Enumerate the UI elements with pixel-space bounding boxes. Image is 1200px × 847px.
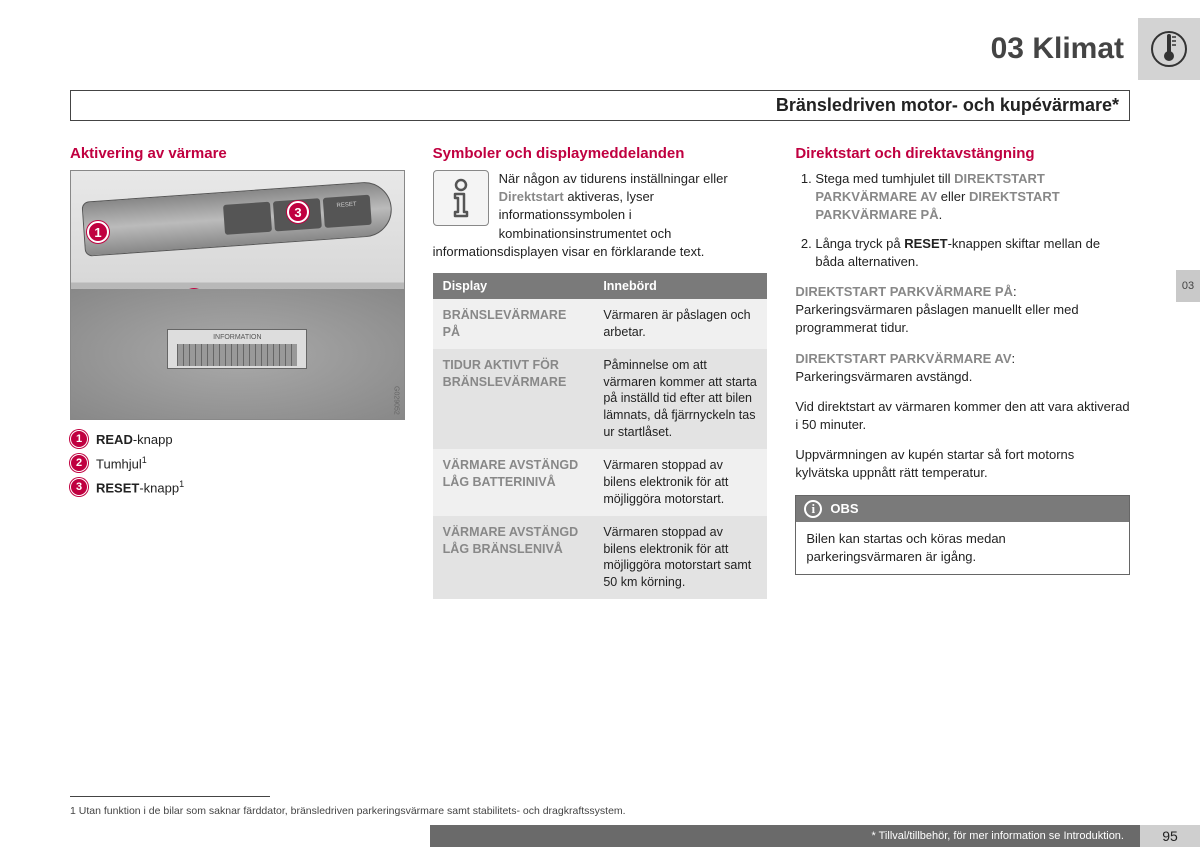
display-panel-illustration: INFORMATION [167, 329, 307, 369]
info-icon [433, 170, 489, 226]
steps-list: Stega med tumhjulet till DIREKTSTART PAR… [795, 170, 1130, 271]
legend-item-2: 2 Tumhjul1 [70, 454, 405, 472]
obs-header: i OBS [796, 496, 1129, 522]
col3-heading: Direktstart och direktavstängning [795, 145, 1130, 162]
manual-page: 03 Klimat Bränsledriven motor- och kupév… [0, 0, 1200, 847]
section-title: Bränsledriven motor- och kupévärmare* [70, 90, 1130, 121]
table-header-display: Display [433, 273, 594, 299]
page-number: 95 [1140, 825, 1200, 847]
content-columns: Aktivering av värmare INFO RESET 1 2 3 I… [70, 145, 1130, 777]
chapter-header: 03 Klimat [991, 18, 1200, 80]
dashboard-illustration: INFORMATION [71, 289, 404, 419]
footnote-separator [70, 796, 270, 797]
lever-illustration: INFO RESET [81, 180, 393, 256]
column-1: Aktivering av värmare INFO RESET 1 2 3 I… [70, 145, 405, 777]
col1-heading: Aktivering av värmare [70, 145, 405, 162]
table-header-meaning: Innebörd [593, 273, 767, 299]
step-2: Långa tryck på RESET-knappen skiftar mel… [815, 235, 1130, 271]
table-row: TIDUR AKTIVT FÖR BRÄNSLEVÄRMARE Påminnel… [433, 349, 768, 449]
obs-note-box: i OBS Bilen kan startas och köras medan … [795, 495, 1130, 575]
obs-body: Bilen kan startas och köras medan parker… [796, 522, 1129, 574]
image-code: G029052 [393, 386, 400, 415]
side-tab: 03 [1176, 270, 1200, 302]
column-2: Symboler och displaymeddelanden När någo… [433, 145, 768, 777]
table-row: VÄRMARE AVSTÄNGD LÅG BATTERINIVÅ Värmare… [433, 449, 768, 516]
control-stalk-figure: INFO RESET 1 2 3 INFORMATION G029052 [70, 170, 405, 420]
display-messages-table: Display Innebörd BRÄNSLEVÄRMARE PÅ Värma… [433, 273, 768, 599]
col2-heading: Symboler och displaymeddelanden [433, 145, 768, 162]
col3-para-1: DIREKTSTART PARKVÄRMARE PÅ: Parkeringsvä… [795, 283, 1130, 338]
footer-text: * Tillval/tillbehör, för mer information… [871, 830, 1140, 842]
table-row: VÄRMARE AVSTÄNGD LÅG BRÄNSLENIVÅ Värmare… [433, 516, 768, 600]
callout-3: 3 [287, 201, 309, 223]
legend-list: 1 READ-knapp 2 Tumhjul1 3 RESET-knapp1 [70, 430, 405, 496]
column-3: Direktstart och direktavstängning Stega … [795, 145, 1130, 777]
thermometer-icon [1138, 18, 1200, 80]
table-row: BRÄNSLEVÄRMARE PÅ Värmaren är påslagen o… [433, 299, 768, 349]
chapter-title: 03 Klimat [991, 32, 1138, 66]
callout-1: 1 [87, 221, 109, 243]
legend-item-3: 3 RESET-knapp1 [70, 478, 405, 496]
footer-bar: * Tillval/tillbehör, för mer information… [430, 825, 1200, 847]
step-1: Stega med tumhjulet till DIREKTSTART PAR… [815, 170, 1130, 225]
col3-para-3: Vid direktstart av värmaren kommer den a… [795, 398, 1130, 434]
info-circle-icon: i [804, 500, 822, 518]
legend-item-1: 1 READ-knapp [70, 430, 405, 448]
footnote: 1 Utan funktion i de bilar som saknar fä… [70, 805, 626, 817]
col3-para-2: DIREKTSTART PARKVÄRMARE AV: Parkeringsvä… [795, 350, 1130, 386]
col2-paragraph: När någon av tidurens inställningar elle… [433, 170, 768, 261]
col3-para-4: Uppvärmningen av kupén startar så fort m… [795, 446, 1130, 482]
